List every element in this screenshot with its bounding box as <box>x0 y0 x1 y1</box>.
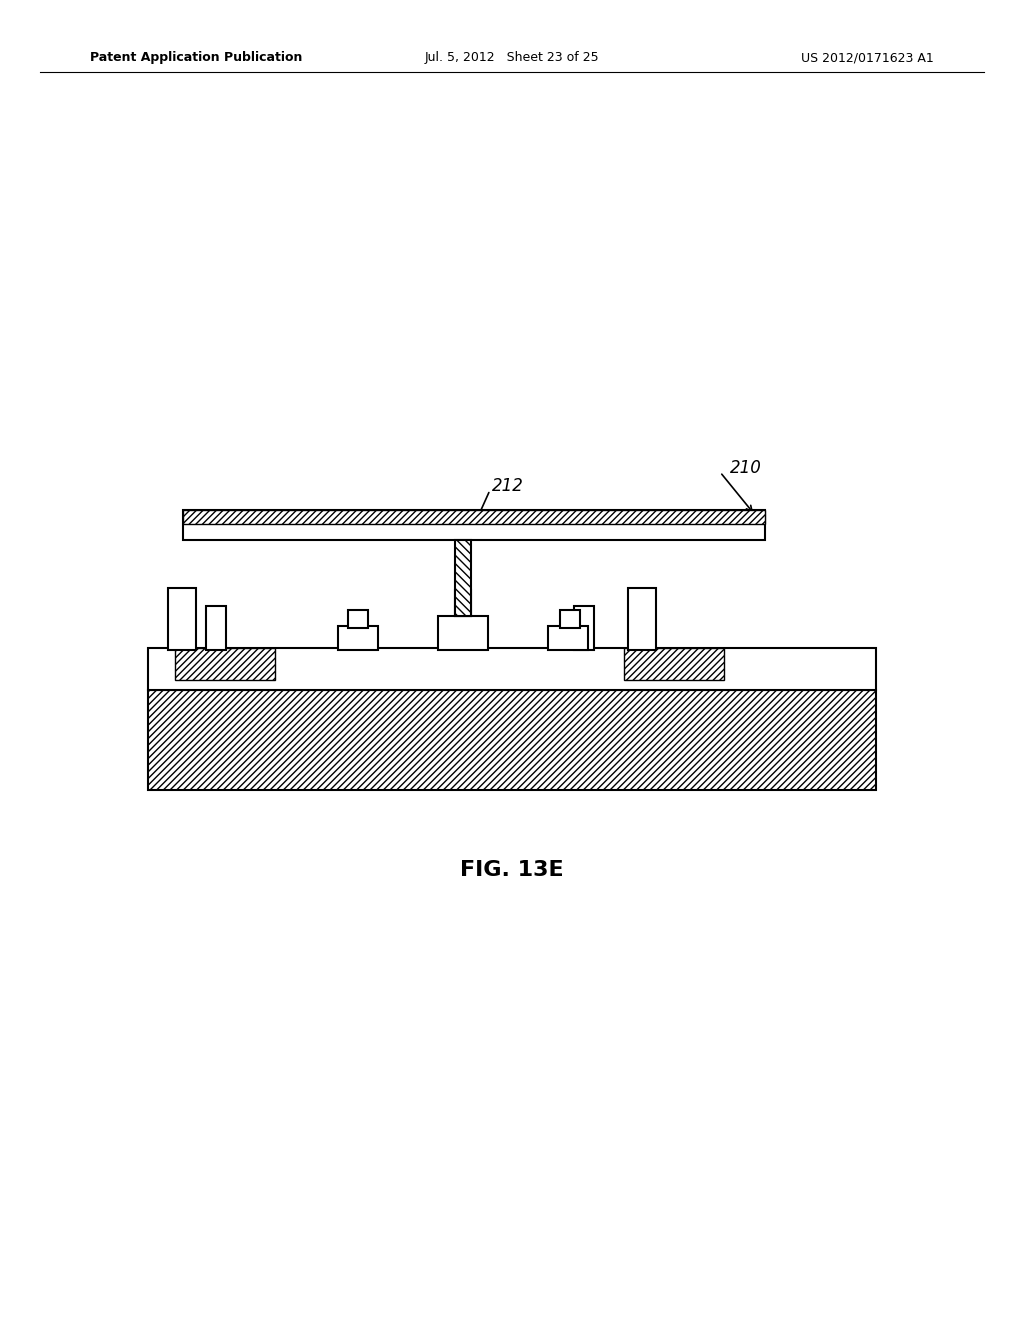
Bar <box>628 587 656 649</box>
Text: Patent Application Publication: Patent Application Publication <box>90 51 302 65</box>
Bar <box>183 510 765 540</box>
Bar <box>455 590 471 616</box>
Bar <box>624 648 724 680</box>
Text: FIG. 13E: FIG. 13E <box>460 861 564 880</box>
Text: Jul. 5, 2012   Sheet 23 of 25: Jul. 5, 2012 Sheet 23 of 25 <box>425 51 599 65</box>
Bar <box>548 626 588 649</box>
Bar <box>348 610 368 628</box>
Bar <box>168 587 196 649</box>
Bar <box>338 626 378 649</box>
Bar <box>148 648 876 690</box>
Bar <box>206 606 226 649</box>
Bar <box>574 606 594 649</box>
Bar <box>148 690 876 789</box>
Bar <box>175 648 275 680</box>
Bar <box>560 610 580 628</box>
Bar <box>183 510 765 524</box>
Text: 212: 212 <box>492 477 524 495</box>
Text: US 2012/0171623 A1: US 2012/0171623 A1 <box>801 51 934 65</box>
Bar <box>455 540 471 616</box>
Text: 210: 210 <box>730 459 762 477</box>
Bar <box>438 616 488 649</box>
